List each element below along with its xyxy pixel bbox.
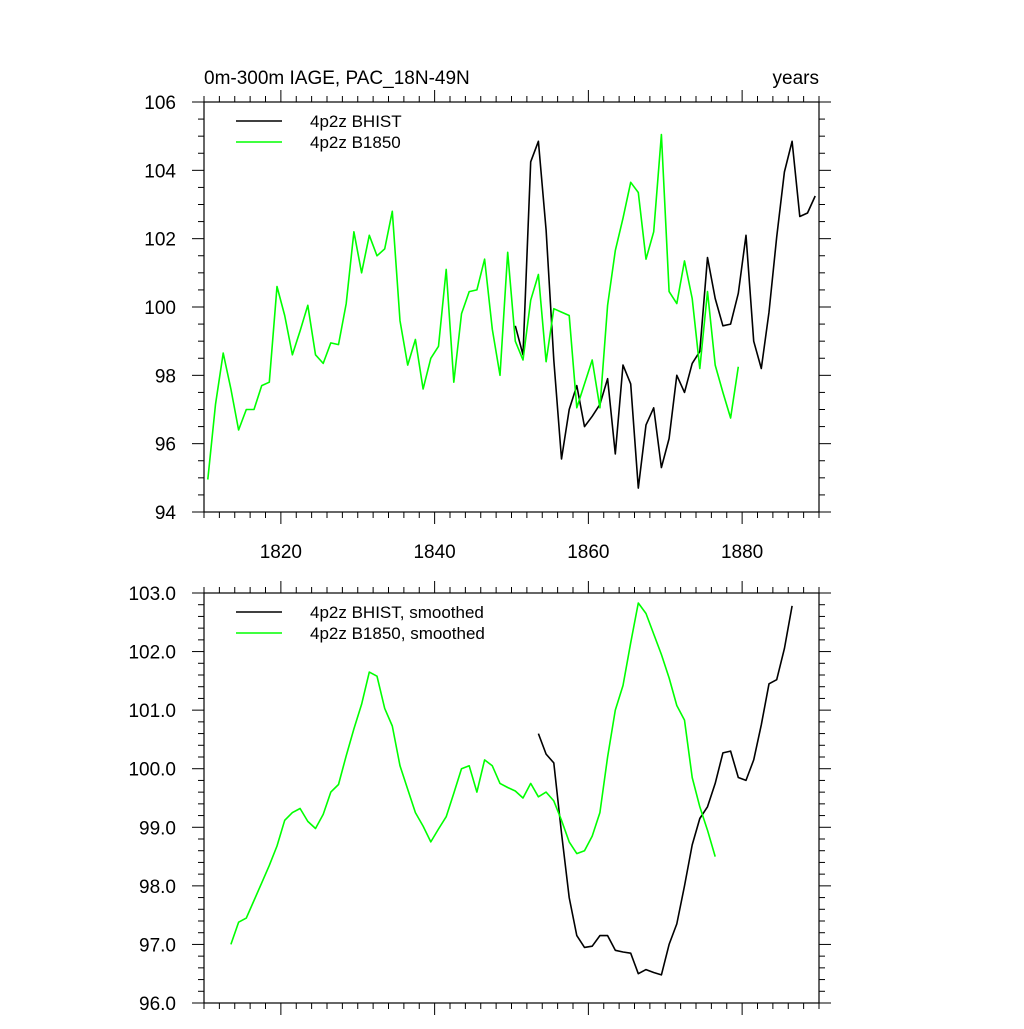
x-tick-label: 1860	[567, 542, 609, 563]
series-line-b1850	[230, 602, 716, 945]
y-tick-label: 101.0	[128, 701, 176, 722]
series-line-b1850	[207, 133, 740, 480]
y-tick-label: 103.0	[128, 584, 176, 605]
y-tick-label: 98.0	[139, 877, 176, 898]
y-tick-label: 106	[144, 93, 176, 114]
y-tick-label: 100.0	[128, 760, 176, 781]
y-tick-label: 104	[144, 161, 176, 182]
y-tick-label: 96	[155, 435, 176, 456]
x-tick-label: 1880	[721, 542, 763, 563]
legend-label: 4p2z B1850	[310, 133, 401, 152]
panel-bottom: 96.0 97.0 98.0 99.0 100.0 101.0 102.0 103.0 4p2z…	[128, 581, 831, 1015]
y-tick-label: 100	[144, 298, 176, 319]
legend-label: 4p2z BHIST, smoothed	[310, 603, 484, 622]
plot-frame	[203, 101, 820, 513]
chart-title: 0m-300m IAGE, PAC_18N-49N	[204, 68, 470, 89]
x-tick-label: 1820	[260, 542, 302, 563]
y-tick-label: 96.0	[139, 994, 176, 1015]
y-tick-label: 102	[144, 230, 176, 251]
y-tick-label: 102.0	[128, 643, 176, 664]
y-tick-label: 98	[155, 366, 176, 387]
panel-top: 1820 1840 1860 1880 94 96 98 100 102 104 106 0m-300…	[144, 68, 831, 563]
y-tick-label: 99.0	[139, 818, 176, 839]
series-line-bhist	[514, 140, 816, 489]
series-line-bhist	[537, 605, 793, 976]
x-tick-label: 1840	[413, 542, 455, 563]
y-tick-label: 97.0	[139, 935, 176, 956]
plot-frame	[203, 592, 820, 1004]
chart-units-label: years	[773, 68, 819, 89]
legend-label: 4p2z BHIST	[310, 112, 402, 131]
y-tick-label: 94	[155, 503, 177, 524]
legend-label: 4p2z B1850, smoothed	[310, 624, 485, 643]
